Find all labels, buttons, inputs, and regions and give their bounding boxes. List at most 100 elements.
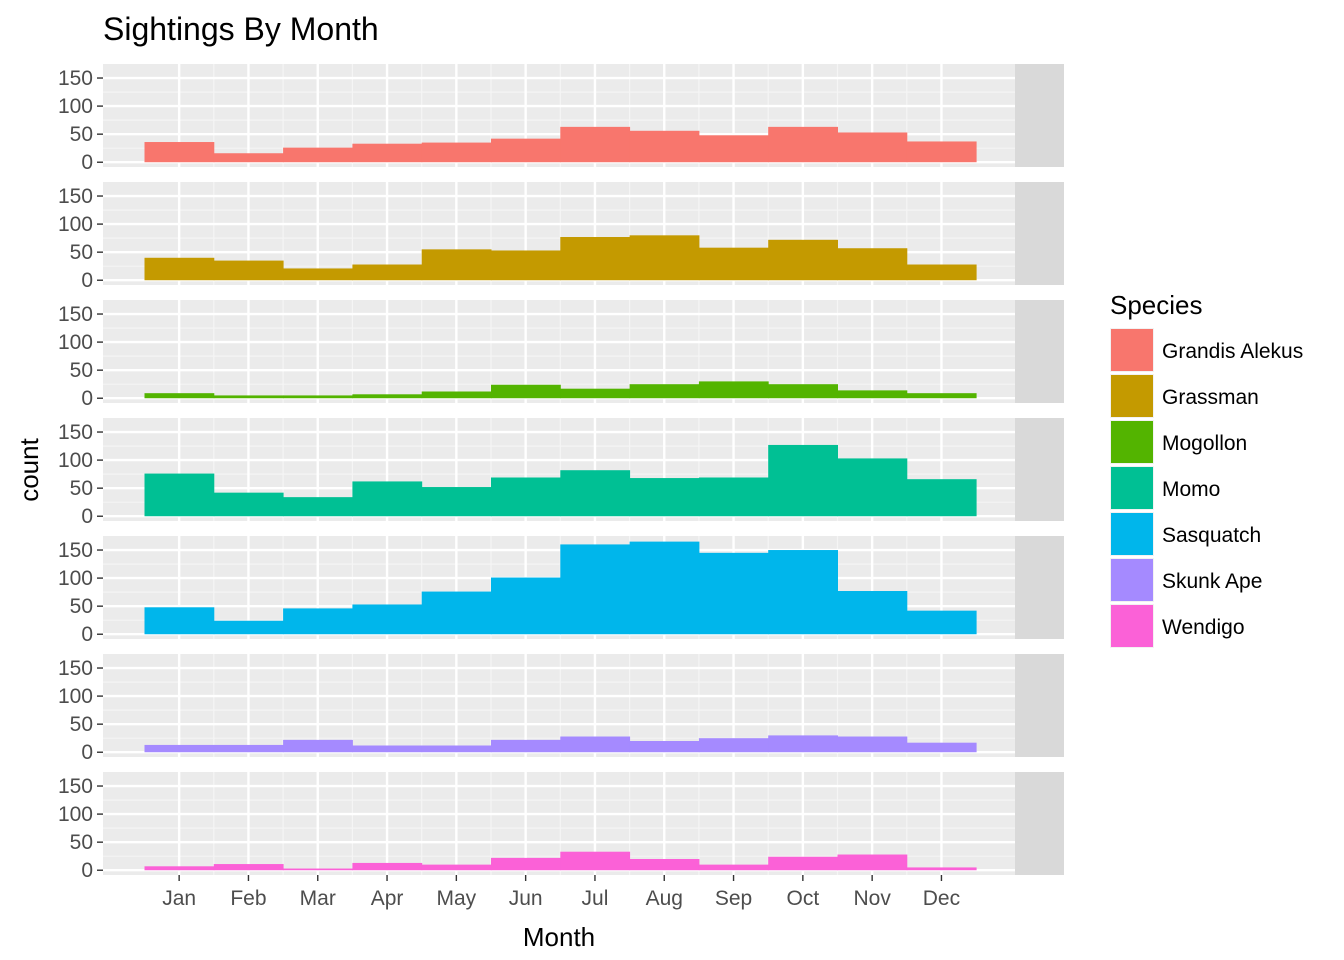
legend-label: Wendigo <box>1162 616 1245 639</box>
bar-skunk-ape-mar <box>283 739 353 753</box>
y-tick-label: 50 <box>70 831 93 854</box>
bar-skunk-ape-aug <box>629 741 700 753</box>
bar-grassman-aug <box>629 235 700 281</box>
bar-sasquatch-apr <box>352 604 423 635</box>
bar-mogollon-aug <box>629 384 700 399</box>
bar-wendigo-jun <box>491 857 561 871</box>
y-tick-label: 150 <box>58 657 93 680</box>
bar-sasquatch-mar <box>283 608 353 635</box>
bar-grandis-alekus-feb <box>213 153 284 163</box>
bar-mogollon-jul <box>560 388 631 399</box>
bar-grandis-alekus-nov <box>837 132 908 163</box>
bar-grandis-alekus-dec <box>906 141 977 163</box>
y-tick-label: 0 <box>81 151 93 174</box>
bar-grandis-alekus-aug <box>629 130 700 163</box>
y-tick-label: 150 <box>58 421 93 444</box>
x-tick-label: Mar <box>300 887 336 910</box>
legend-key-skunk-ape <box>1111 559 1153 601</box>
y-tick-label: 50 <box>70 477 93 500</box>
bar-sasquatch-aug <box>629 541 700 635</box>
bar-wendigo-may <box>421 864 492 871</box>
bar-grandis-alekus-oct <box>768 126 838 163</box>
bar-grandis-alekus-jan <box>144 142 215 163</box>
bar-skunk-ape-nov <box>837 736 908 753</box>
bar-skunk-ape-oct <box>768 735 838 753</box>
y-tick-label: 100 <box>58 449 93 472</box>
legend-key-grassman <box>1111 375 1153 417</box>
facet-strip <box>1015 536 1064 639</box>
x-tick-label: Dec <box>923 887 960 910</box>
bar-skunk-ape-jul <box>560 736 631 753</box>
y-tick-label: 150 <box>58 185 93 208</box>
y-tick-label: 0 <box>81 623 93 646</box>
y-tick-label: 100 <box>58 803 93 826</box>
bar-wendigo-oct <box>768 856 838 871</box>
x-tick-label: May <box>437 887 477 910</box>
bar-grassman-mar <box>283 268 353 281</box>
legend-label: Mogollon <box>1162 432 1247 455</box>
bar-grandis-alekus-mar <box>283 147 353 163</box>
bar-skunk-ape-feb <box>213 744 284 753</box>
bar-mogollon-dec <box>906 393 977 399</box>
bar-momo-mar <box>283 497 353 517</box>
legend-key-grandis-alekus <box>1111 329 1153 371</box>
legend-label: Grandis Alekus <box>1162 340 1303 363</box>
x-tick-label: Oct <box>787 887 820 910</box>
x-axis-ticks: Jan Feb Mar Apr May Jun Jul Aug Sep Oct Nov Dec <box>162 875 960 910</box>
bar-momo-dec <box>906 479 977 517</box>
bar-grassman-jul <box>560 237 631 281</box>
bar-sasquatch-oct <box>768 550 838 635</box>
facet-strip <box>1015 300 1064 403</box>
bar-mogollon-jun <box>491 384 561 399</box>
bar-wendigo-apr <box>352 862 423 871</box>
x-tick-label: Feb <box>230 887 266 910</box>
bar-grandis-alekus-jun <box>491 138 561 163</box>
y-tick-label: 0 <box>81 741 93 764</box>
bar-skunk-ape-may <box>421 745 492 753</box>
bar-grassman-jan <box>144 257 215 281</box>
bar-momo-sep <box>698 477 769 517</box>
bar-mogollon-feb <box>213 395 284 399</box>
bar-momo-jun <box>491 477 561 517</box>
panel-grandis-alekus: 050100150Grandis Alekus <box>58 64 1064 174</box>
bar-grandis-alekus-sep <box>698 135 769 163</box>
y-tick-label: 0 <box>81 269 93 292</box>
legend-key-mogollon <box>1111 421 1153 463</box>
bar-wendigo-nov <box>837 854 908 871</box>
bar-sasquatch-sep <box>698 552 769 635</box>
x-tick-label: Jan <box>162 887 196 910</box>
bar-skunk-ape-apr <box>352 745 423 753</box>
bar-grassman-apr <box>352 264 423 281</box>
bar-skunk-ape-jun <box>491 739 561 753</box>
bar-grandis-alekus-may <box>421 142 492 163</box>
y-tick-label: 50 <box>70 359 93 382</box>
y-tick-label: 100 <box>58 95 93 118</box>
x-tick-label: Jun <box>509 887 543 910</box>
y-tick-label: 50 <box>70 123 93 146</box>
bar-wendigo-mar <box>283 868 353 871</box>
x-tick-label: Sep <box>715 887 752 910</box>
y-tick-label: 50 <box>70 595 93 618</box>
bar-wendigo-dec <box>906 867 977 871</box>
x-axis-title: Month <box>523 922 595 952</box>
bar-grandis-alekus-apr <box>352 143 423 163</box>
bar-sasquatch-dec <box>906 610 977 635</box>
facet-strip <box>1015 772 1064 875</box>
y-tick-label: 150 <box>58 539 93 562</box>
y-tick-label: 100 <box>58 213 93 236</box>
panel-skunk-ape: 050100150Skunk Ape <box>58 654 1064 764</box>
legend-label: Sasquatch <box>1162 524 1261 547</box>
bar-skunk-ape-sep <box>698 738 769 753</box>
bar-grassman-may <box>421 249 492 281</box>
bar-grassman-jun <box>491 250 561 281</box>
bar-grandis-alekus-jul <box>560 126 631 163</box>
bar-wendigo-jul <box>560 851 631 871</box>
legend-label: Grassman <box>1162 386 1259 409</box>
chart-title: Sightings By Month <box>103 11 379 47</box>
facet-strip <box>1015 182 1064 285</box>
x-tick-label: Nov <box>853 887 891 910</box>
y-tick-label: 150 <box>58 775 93 798</box>
y-tick-label: 150 <box>58 303 93 326</box>
panel-mogollon: 050100150Mogollon <box>58 300 1064 410</box>
